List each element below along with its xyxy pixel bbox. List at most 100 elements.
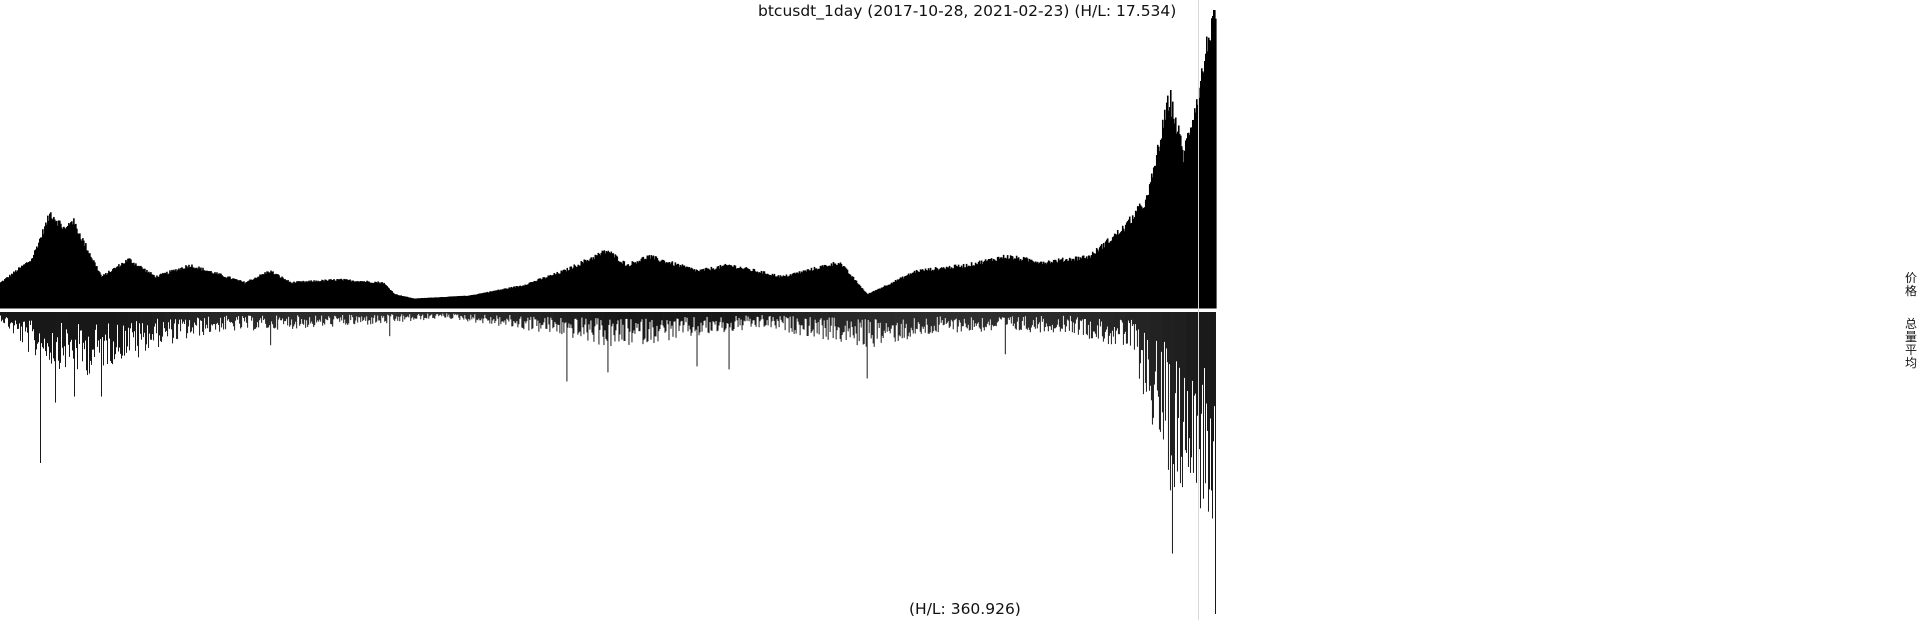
volume-bar [868,312,870,334]
volume-bar [764,312,766,326]
volume-bar [459,312,461,320]
volume-bar [934,312,936,331]
price-bar [754,271,757,310]
price-bar [1048,261,1051,310]
price-bar [771,273,774,310]
volume-bar [452,312,454,319]
price-bar [1012,259,1015,310]
volume-bar [634,312,636,334]
price-bar [209,271,211,310]
volume-bar [530,312,532,317]
volume-bar [419,312,421,316]
volume-bar [322,312,324,326]
volume-bar [1204,312,1206,484]
volume-bar [929,312,931,333]
price-bar [907,273,910,310]
price-bar [550,275,553,310]
volume-bar [141,312,143,340]
price-bar [1036,261,1039,310]
volume-bar [539,312,541,324]
volume-bar [270,312,272,346]
price-bar [348,279,350,310]
volume-bar [377,312,379,316]
volume-bar [151,312,153,340]
volume-bar [798,312,800,325]
volume-bar [827,312,829,340]
volume-bar [695,312,697,330]
price-bar [109,271,111,310]
price-bar [560,270,563,310]
volume-bar [800,312,802,326]
volume-bar [874,312,876,320]
volume-bar [105,312,106,335]
volume-bar [154,312,156,327]
volume-bar [223,312,225,330]
volume-bar [47,312,48,344]
price-bar [891,283,894,310]
volume-bar [839,312,841,339]
price-bar [758,272,761,310]
price-bar [828,265,831,310]
volume-bar [1156,312,1158,391]
price-bar [273,274,275,310]
price-bar [440,297,442,310]
price-bar [575,267,578,310]
volume-bar [1063,312,1065,325]
volume-bar [246,312,248,323]
volume-bar [116,312,117,348]
price-bar [512,287,515,310]
volume-bar [521,312,523,328]
price-bar [344,279,346,310]
volume-bar [554,312,556,322]
price-bar [1038,262,1041,310]
price-bar [592,257,595,310]
price-bar [381,282,383,310]
price-bar [46,224,48,310]
volume-bar [249,312,251,316]
price-bar [174,270,176,310]
price-bar [22,265,24,310]
volume-bar [55,312,56,403]
volume-bar [238,312,240,317]
price-bar [944,269,947,310]
volume-bar [1116,312,1118,329]
volume-bar [432,312,434,319]
price-bar [624,265,627,310]
price-bar [1116,230,1119,310]
volume-bar [461,312,463,317]
price-bar [1169,90,1172,310]
price-bar [89,253,91,310]
volume-bar [197,312,199,318]
price-bar [465,295,467,310]
price-bar [1096,249,1099,310]
price-bar [630,264,633,310]
volume-bar [149,312,151,334]
price-bar [1053,259,1056,310]
price-bar [815,268,818,310]
price-bar [254,277,256,310]
volume-bar [1145,312,1147,392]
volume-bar [310,312,312,324]
volume-bar [905,312,907,324]
volume-bar [150,312,152,340]
price-bar [27,262,29,310]
volume-bar [906,312,908,340]
volume-bar [45,312,46,352]
volume-bar [1151,312,1153,425]
volume-bar [1017,312,1019,318]
volume-bar [301,312,303,320]
volume-bar [384,312,386,322]
price-bar [591,259,594,310]
price-bar [755,272,758,310]
volume-bar [498,312,500,326]
price-bar [576,266,579,310]
volume-bar [21,312,22,327]
volume-bar [602,312,604,337]
price-bar [996,256,999,310]
volume-bar [719,312,721,323]
price-bar [656,258,659,310]
price-bar [606,251,609,310]
price-bar [328,279,330,310]
price-bar [15,270,17,310]
volume-bar [39,312,40,334]
